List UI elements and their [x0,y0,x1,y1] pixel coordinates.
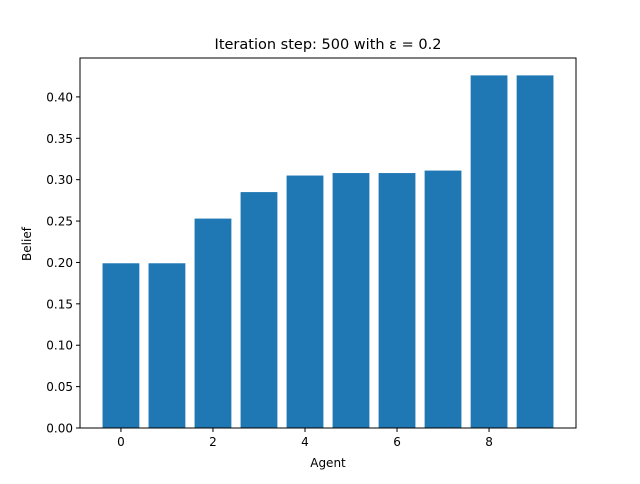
y-axis-ticks: 0.00 0.05 0.10 0.15 0.20 0.25 0.30 0.35 0.40 [46,90,80,436]
x-tick-label: 0 [117,435,125,449]
x-axis-ticks: 0 2 4 6 8 [117,428,493,449]
x-tick-label: 4 [301,435,309,449]
y-axis-label: Belief [20,226,34,261]
bar-agent-7 [424,170,462,429]
y-tick-label: 0.25 [46,215,73,229]
bar-agent-8 [470,75,508,428]
x-axis-label: Agent [310,456,346,470]
y-tick-label: 0.30 [46,173,73,187]
bar-agent-1 [148,263,186,428]
x-tick-label: 2 [209,435,217,449]
y-tick-label: 0.00 [46,422,73,436]
y-tick-label: 0.40 [46,90,73,104]
bar-agent-5 [332,173,370,428]
bars-group [102,75,554,429]
y-tick-label: 0.05 [46,380,73,394]
x-tick-label: 6 [393,435,401,449]
y-tick-label: 0.35 [46,132,73,146]
plot-frame [79,57,577,429]
bar-agent-6 [378,173,416,428]
y-tick-label: 0.10 [46,339,73,353]
bar-agent-4 [286,175,324,428]
bar-agent-2 [194,218,232,428]
bar-agent-9 [516,75,554,428]
x-tick-label: 8 [485,435,493,449]
bar-agent-0 [102,263,140,428]
y-tick-label: 0.20 [46,256,73,270]
chart-title: Iteration step: 500 with ε = 0.2 [215,37,442,53]
y-tick-label: 0.15 [46,297,73,311]
bar-agent-3 [240,192,278,428]
